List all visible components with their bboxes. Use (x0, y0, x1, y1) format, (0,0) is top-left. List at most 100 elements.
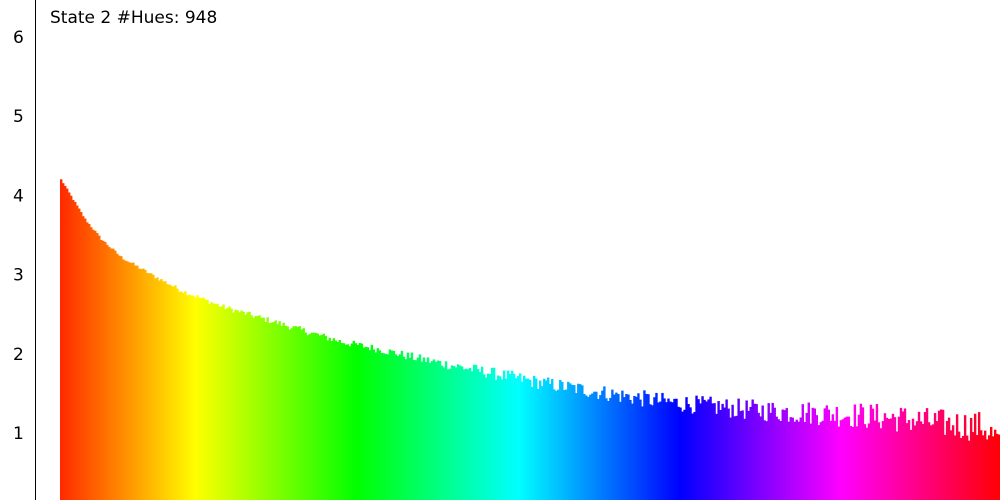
hue-bar (296, 326, 299, 500)
hue-bar (190, 295, 193, 500)
hue-bar (729, 417, 732, 500)
hue-bar (875, 404, 879, 500)
hue-bar (116, 253, 119, 500)
hue-bar (547, 377, 550, 500)
hue-bar (565, 389, 568, 500)
hue-bar (70, 195, 73, 500)
hue-bar (791, 417, 794, 500)
hue-bar (302, 328, 305, 500)
hue-bar (785, 408, 788, 500)
hue-bar (697, 399, 700, 500)
hue-bar (110, 248, 113, 500)
hue-bar (641, 406, 644, 500)
hue-bar (76, 205, 79, 500)
hue-bar (260, 317, 263, 500)
hue-bar (424, 362, 428, 500)
hue-bar (438, 361, 442, 500)
y-tick-label: 4 (13, 186, 24, 206)
hue-bar (504, 378, 508, 500)
hue-bar (226, 307, 229, 500)
hue-bar (290, 328, 293, 500)
hue-bar (418, 354, 422, 500)
hue-bar (444, 361, 448, 500)
hue-bar (348, 346, 352, 500)
y-tick-label: 6 (13, 28, 24, 48)
hue-bar (905, 423, 909, 500)
hue-bar (350, 343, 354, 500)
hue-bar (406, 352, 410, 500)
hue-bar (859, 403, 863, 500)
hue-bar (793, 421, 796, 500)
hue-bar (326, 340, 329, 500)
hue-bar (893, 417, 897, 500)
hue-bar (687, 403, 690, 500)
hue-bar (925, 408, 929, 500)
hue-bar (569, 383, 572, 500)
hue-bar (404, 359, 408, 500)
hue-bar (671, 402, 674, 500)
hue-bar (907, 420, 911, 500)
hue-bar (831, 414, 835, 500)
hue-bar (218, 306, 221, 500)
hue-bar (935, 421, 939, 500)
hue-bar (380, 353, 384, 500)
hue-bar (512, 373, 516, 500)
hue-bar (368, 350, 372, 500)
hue-bar (84, 218, 87, 500)
hue-bar (737, 398, 740, 500)
hue-bar (825, 405, 829, 500)
hue-bar (320, 334, 323, 500)
hue-bar (883, 413, 887, 500)
hue-bar (889, 418, 893, 500)
hue-bar (597, 398, 600, 500)
hue-bar (396, 356, 400, 500)
hue-bar (318, 335, 321, 500)
hue-bar (998, 434, 1000, 500)
hue-bar (885, 417, 889, 500)
hue-bar (414, 360, 418, 500)
hue-bar (330, 341, 333, 500)
hue-bar (106, 244, 109, 500)
hue-bar (72, 199, 75, 500)
hue-bar (625, 393, 628, 500)
hue-bar (210, 302, 213, 500)
hue-bar (408, 357, 412, 500)
hue-bar (915, 421, 919, 500)
hue-bar (388, 349, 392, 500)
hue-bar (809, 423, 812, 500)
hue-bar (865, 427, 869, 500)
hue-bar (805, 412, 808, 500)
hue-bar (440, 365, 444, 500)
hue-bar (535, 378, 538, 500)
hue-bar (923, 412, 927, 500)
hue-bar (340, 342, 343, 500)
hue-bar (531, 386, 534, 500)
hue-bar (370, 344, 374, 500)
hue-bar (428, 363, 432, 500)
hue-bar (607, 400, 610, 500)
hue-bar (901, 411, 905, 500)
hue-bar (174, 285, 177, 500)
hue-bar (725, 399, 728, 500)
hue-bar (164, 281, 167, 500)
hue-bar (949, 430, 953, 500)
hue-bar (951, 425, 955, 500)
hue-bar (941, 409, 945, 500)
hue-bar (526, 378, 530, 500)
hue-bar (643, 390, 646, 500)
hue-bar (104, 241, 107, 500)
hue-bar (987, 435, 991, 500)
hue-bar (88, 223, 91, 500)
hue-bar (364, 346, 368, 500)
hue-bar (134, 265, 137, 500)
hue-bar (927, 422, 931, 500)
hue-bar (991, 436, 995, 500)
hue-bar (615, 392, 618, 500)
hue-bar (567, 381, 570, 500)
hue-bar (352, 340, 356, 500)
hue-bar (192, 295, 195, 500)
hue-bar (695, 395, 698, 500)
hue-bar (90, 227, 93, 500)
hue-bar (735, 415, 738, 500)
hue-bar (498, 376, 502, 500)
